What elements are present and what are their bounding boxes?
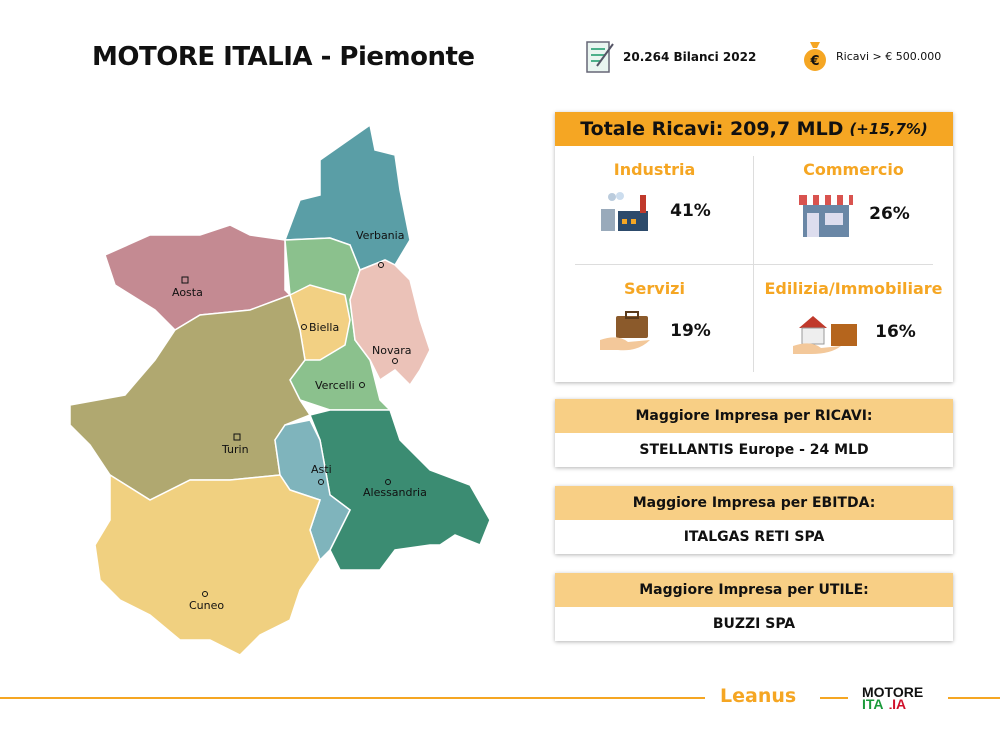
province-aosta[interactable] [104,224,292,331]
sector-name: Commercio [803,160,904,179]
house-bricks-icon [793,316,858,354]
label-biella: Biella [309,321,339,334]
label-cuneo: Cuneo [189,599,224,612]
sector-edilizia: Edilizia/Immobiliare 16% [754,265,953,382]
sector-pct: 19% [670,321,711,341]
total-revenue: Totale Ricavi: 209,7 MLD [580,118,844,140]
factory-icon [601,192,649,231]
label-novara: Novara [372,344,411,357]
top-revenue-box: Maggiore Impresa per RICAVI: STELLANTIS … [555,399,953,467]
money-bag-euro-icon: € [804,42,826,71]
sector-pct: 16% [875,322,916,342]
sector-name: Servizi [624,279,685,298]
label-turin: Turin [221,443,249,456]
province-novara[interactable] [349,259,431,387]
briefcase-hand-icon [600,311,651,351]
total-revenue-header: Totale Ricavi: 209,7 MLD (+15,7%) [555,112,953,146]
label-alessandria: Alessandria [363,486,427,499]
box-value: STELLANTIS Europe - 24 MLD [639,442,869,458]
box-label: Maggiore Impresa per RICAVI: [555,399,953,433]
top-utile-box: Maggiore Impresa per UTILE: BUZZI SPA [555,573,953,641]
sector-pct: 41% [670,201,711,221]
ricavi-threshold-text: Ricavi > € 500.000 [836,49,942,63]
province-turin[interactable] [69,294,312,501]
footer-line [948,697,1000,699]
document-pen-icon [586,41,614,73]
leanus-logo: Leanus [720,685,797,707]
box-label: Maggiore Impresa per UTILE: [555,573,953,607]
divider [575,264,933,265]
bilanci-text: 20.264 Bilanci 2022 [623,50,757,64]
footer-line [820,697,848,699]
total-revenue-card: Totale Ricavi: 209,7 MLD (+15,7%) Industr… [555,112,953,382]
piemonte-map: Verbania Aosta Biella Novara Vercelli Tu… [69,123,491,656]
box-value: ITALGAS RETI SPA [683,529,825,545]
box-label: Maggiore Impresa per EBITDA: [555,486,953,520]
bilanci-stat: 20.264 Bilanci 2022 [585,40,756,74]
sector-name: Industria [613,160,696,179]
sector-servizi: Servizi 19% [555,265,754,382]
label-aosta: Aosta [172,286,203,299]
sector-name: Edilizia/Immobiliare [764,279,943,298]
footer-line [0,697,705,699]
label-verbania: Verbania [356,229,404,242]
label-vercelli: Vercelli [315,379,355,392]
revenue-change: (+15,7%) [849,120,928,138]
logo-bottom: ITALIA [862,697,923,711]
logo-top: MOTORE [862,684,924,700]
box-value: BUZZI SPA [712,616,796,632]
ricavi-threshold: € Ricavi > € 500.000 [802,40,941,72]
province-cuneo[interactable] [94,473,321,656]
shop-icon [799,195,854,237]
page-title: MOTORE ITALIA - Piemonte [92,42,475,72]
top-ebitda-box: Maggiore Impresa per EBITDA: ITALGAS RET… [555,486,953,554]
sector-commercio: Commercio 26% [754,146,953,265]
sector-industria: Industria 41% [555,146,754,265]
sector-pct: 26% [869,204,910,224]
svg-text:€: € [809,54,819,69]
motore-italia-logo: MOTORE ITALIA [862,684,924,711]
label-asti: Asti [311,463,332,476]
